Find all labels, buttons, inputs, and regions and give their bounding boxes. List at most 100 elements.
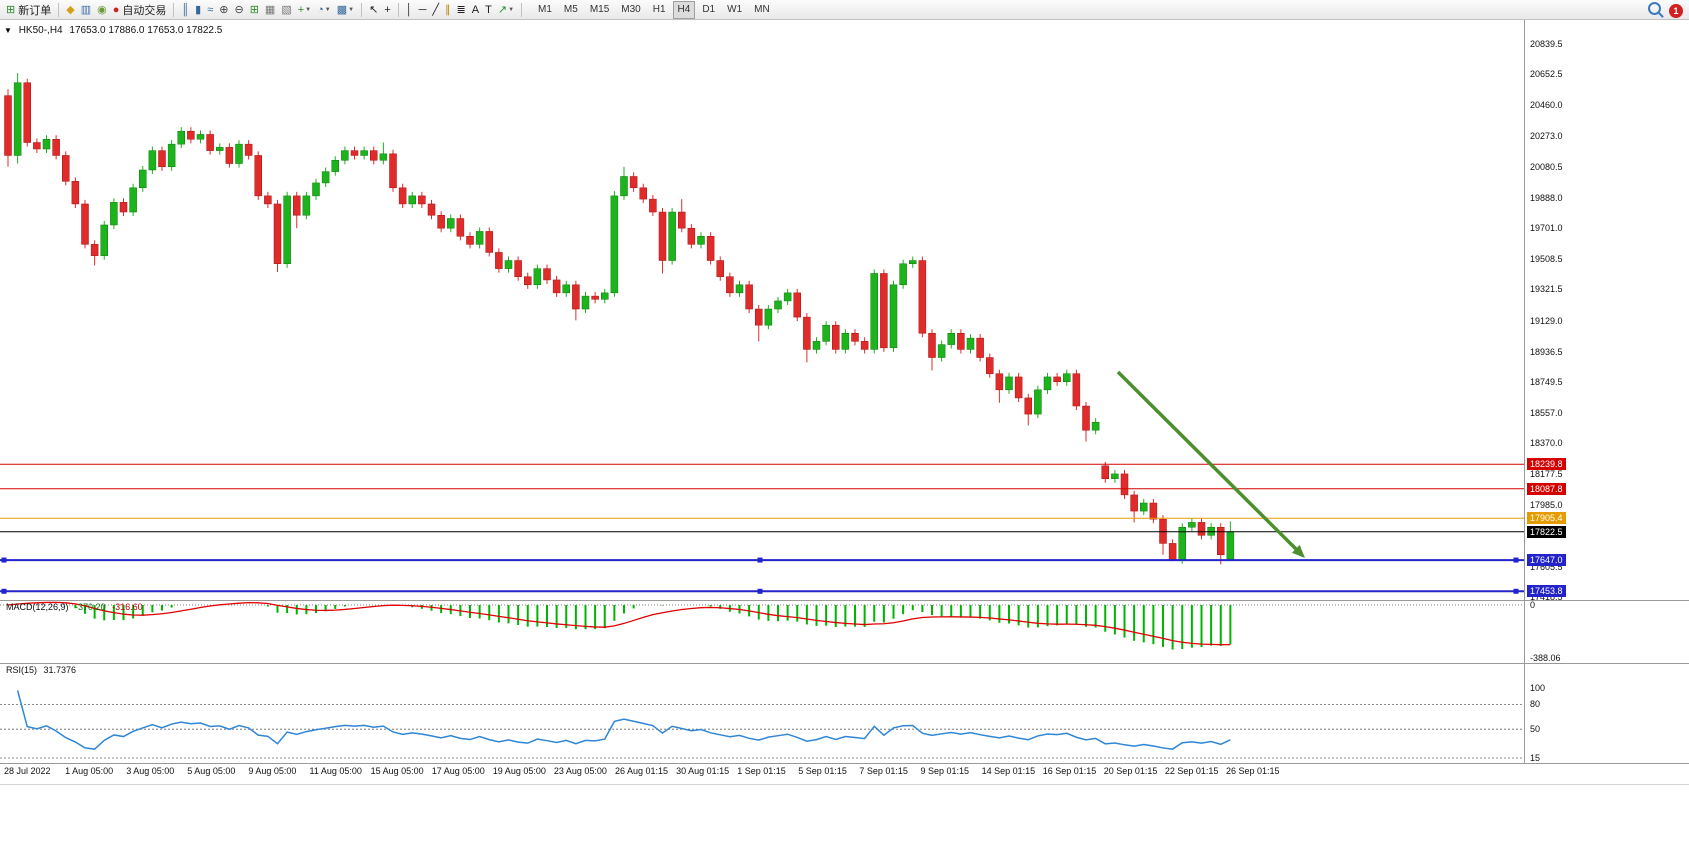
alerts-button[interactable]: ◆ [63, 1, 77, 19]
candle-body [139, 169, 147, 189]
alerts-button-icon: ◆ [66, 3, 75, 16]
candle-body [793, 292, 801, 318]
market-watch-button-icon: ▥ [80, 3, 92, 16]
candle-body [1024, 397, 1032, 415]
trendline-button-icon: ╱ [432, 3, 440, 16]
candle-body [880, 273, 888, 349]
track-chart-button[interactable]: ▧ [278, 1, 294, 19]
candle-body [957, 333, 965, 350]
trend-arrow[interactable] [1116, 370, 1300, 553]
cursor-button[interactable]: ↖ [366, 1, 381, 19]
rsi-panel-divider[interactable] [0, 663, 1689, 664]
candle-body [649, 198, 657, 213]
candle-body [976, 337, 984, 358]
navigator-button[interactable]: ◉ [94, 1, 110, 19]
candle-body [302, 195, 311, 216]
candle-body [860, 341, 869, 350]
market-watch-button[interactable]: ▥ [78, 1, 94, 19]
zoom-in-button[interactable]: ⊕ [216, 1, 231, 19]
add-indicator-button[interactable]: + ▼ [295, 1, 314, 19]
candle-body [1091, 421, 1100, 431]
period-selector-button[interactable]: ◔ ▼ [314, 1, 334, 19]
candle-body [216, 147, 224, 151]
candle-body [418, 195, 426, 205]
bar-chart-type-button[interactable]: ║ [178, 1, 192, 19]
autotrading-button[interactable]: ● 自动交易 [110, 1, 170, 19]
tile-windows-button[interactable]: ⊞ [247, 1, 262, 19]
fibonacci-button[interactable]: ≣ [454, 1, 469, 19]
support-line-1-handle[interactable] [757, 557, 763, 563]
candle-body [350, 150, 359, 156]
price-axis-label: 18749.5 [1530, 376, 1563, 387]
macd-panel [0, 601, 1524, 650]
timeframe-H4[interactable]: H4 [672, 0, 696, 19]
price-axis-label: 20839.5 [1530, 39, 1563, 49]
time-axis-divider [0, 763, 1689, 764]
text-label-button-icon: T [485, 3, 492, 16]
text-label-button[interactable]: T [482, 1, 495, 19]
template-button-dropdown-icon[interactable]: ▼ [348, 6, 355, 13]
timeframe-W1[interactable]: W1 [727, 3, 743, 15]
candle-body [466, 236, 474, 245]
equidistant-channel-button[interactable]: ∥ [442, 1, 454, 19]
candlestick-type-button[interactable]: ▮ [192, 1, 204, 19]
candle-body [264, 195, 272, 205]
timeframe-D1[interactable]: D1 [702, 3, 716, 15]
timeframe-MN[interactable]: MN [754, 3, 770, 15]
candle-body [427, 203, 436, 216]
candle-body [408, 195, 416, 205]
horizontal-line-button[interactable]: ─ [416, 1, 430, 19]
search-button[interactable] [1648, 2, 1661, 20]
trend-arrow-head[interactable] [1291, 544, 1305, 558]
zoom-out-button[interactable]: ⊖ [231, 1, 246, 19]
timeframe-M30[interactable]: M30 [621, 3, 641, 15]
new-order-button[interactable]: ⊞ 新订单 [3, 1, 54, 19]
macd-panel-divider[interactable] [0, 600, 1689, 601]
text-button[interactable]: A [469, 1, 482, 19]
candle-body [822, 324, 830, 342]
arrange-windows-button-icon: ▦ [264, 3, 276, 16]
time-axis-label: 26 Aug 01:15 [615, 766, 669, 776]
candle-body [360, 150, 368, 156]
collapse-icon[interactable]: ▼ [4, 26, 12, 35]
candle-body [1082, 405, 1090, 431]
add-indicator-button-dropdown-icon[interactable]: ▼ [305, 6, 312, 13]
autotrading-button-icon: ● [112, 3, 120, 16]
candle-body [716, 260, 724, 277]
resistance-line-1-price-badge: 18239.8 [1527, 458, 1566, 471]
vertical-line-button[interactable]: │ [403, 1, 416, 19]
support-line-2-handle[interactable] [1513, 588, 1519, 594]
line-chart-type-button-icon: ≈ [207, 3, 214, 16]
macd-main-value: -370.20 [75, 602, 106, 612]
candle-body [995, 373, 1004, 391]
pivot-line-price-badge: 17905.4 [1527, 512, 1566, 525]
macd-label: MACD(12,26,9) -370.20 -316.60 [6, 602, 143, 612]
equidistant-channel-button-icon: ∥ [445, 3, 451, 16]
time-axis-label: 16 Sep 01:15 [1042, 766, 1097, 776]
support-line-2-handle[interactable] [757, 588, 763, 594]
crosshair-button[interactable]: + [381, 1, 393, 19]
arrows-shapes-button-dropdown-icon[interactable]: ▼ [508, 6, 515, 13]
arrange-windows-button[interactable]: ▦ [262, 1, 278, 19]
template-button[interactable]: ▩ ▼ [334, 1, 357, 19]
arrows-shapes-button[interactable]: ↗ ▼ [495, 1, 517, 19]
support-line-1-handle[interactable] [1513, 557, 1519, 563]
toolbar-separator [397, 2, 399, 17]
support-line-2-handle[interactable] [1, 588, 7, 594]
support-line-1-handle[interactable] [1, 557, 7, 563]
period-selector-button-dropdown-icon[interactable]: ▼ [324, 6, 331, 13]
timeframe-M1[interactable]: M1 [538, 3, 552, 15]
candle-body [1034, 389, 1042, 415]
timeframe-M15[interactable]: M15 [589, 3, 610, 15]
timeframe-M5[interactable]: M5 [563, 3, 578, 15]
trendline-button[interactable]: ╱ [429, 1, 442, 19]
candle-body [706, 236, 715, 261]
notification-badge[interactable]: 1 [1669, 4, 1683, 18]
zoom-out-button-icon: ⊖ [234, 3, 244, 16]
line-chart-type-button[interactable]: ≈ [204, 1, 216, 19]
candle-body [475, 231, 484, 245]
candle-body [909, 260, 917, 265]
timeframe-H1[interactable]: H1 [652, 3, 666, 15]
candle-body [899, 263, 907, 286]
time-axis-label: 9 Sep 01:15 [920, 766, 970, 776]
